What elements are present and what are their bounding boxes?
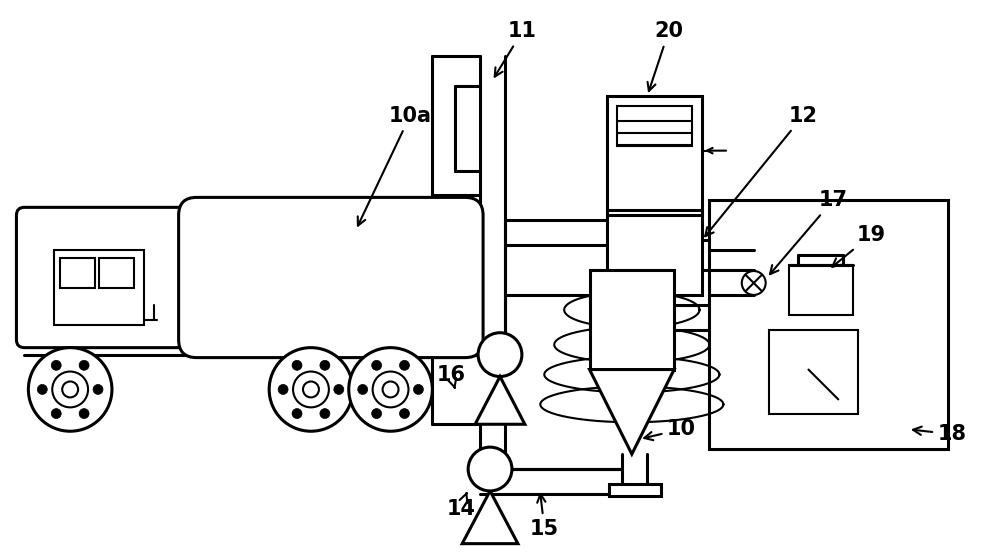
Circle shape — [372, 408, 382, 418]
Bar — [54, 250, 144, 325]
Circle shape — [334, 385, 344, 395]
Circle shape — [358, 385, 368, 395]
Bar — [769, 330, 858, 415]
Circle shape — [37, 385, 47, 395]
Circle shape — [292, 360, 302, 370]
Text: 12: 12 — [705, 106, 818, 236]
Bar — [607, 96, 702, 210]
Circle shape — [742, 271, 766, 295]
Circle shape — [278, 385, 288, 395]
Text: 10a: 10a — [358, 106, 432, 226]
Text: 16: 16 — [436, 365, 465, 388]
Circle shape — [79, 360, 89, 370]
Circle shape — [373, 371, 408, 407]
Bar — [709, 200, 948, 449]
Text: 19: 19 — [832, 225, 885, 267]
Bar — [60, 258, 95, 288]
Polygon shape — [475, 376, 525, 424]
Text: 10: 10 — [644, 419, 696, 440]
Circle shape — [51, 408, 61, 418]
Text: 15: 15 — [530, 494, 559, 539]
Circle shape — [320, 360, 330, 370]
Bar — [590, 270, 674, 370]
Circle shape — [93, 385, 103, 395]
Circle shape — [468, 447, 512, 491]
Text: 11: 11 — [495, 21, 537, 77]
Text: 20: 20 — [648, 21, 683, 91]
Circle shape — [303, 381, 319, 397]
Circle shape — [413, 385, 423, 395]
Circle shape — [62, 381, 78, 397]
Bar — [789, 265, 853, 315]
Bar — [99, 258, 134, 288]
FancyBboxPatch shape — [179, 198, 483, 357]
Circle shape — [400, 408, 409, 418]
Circle shape — [292, 408, 302, 418]
Bar — [609, 484, 661, 496]
Bar — [607, 215, 702, 295]
Circle shape — [320, 408, 330, 418]
Circle shape — [349, 347, 432, 431]
Circle shape — [400, 360, 409, 370]
Circle shape — [383, 381, 399, 397]
Circle shape — [293, 371, 329, 407]
Circle shape — [269, 347, 353, 431]
Polygon shape — [590, 370, 674, 454]
Circle shape — [28, 347, 112, 431]
Circle shape — [372, 360, 382, 370]
Polygon shape — [462, 491, 518, 544]
Circle shape — [79, 408, 89, 418]
Text: 17: 17 — [770, 190, 847, 274]
Text: 18: 18 — [913, 424, 967, 444]
Circle shape — [478, 332, 522, 376]
Circle shape — [52, 371, 88, 407]
Text: 14: 14 — [446, 493, 475, 519]
FancyBboxPatch shape — [16, 208, 187, 347]
Circle shape — [51, 360, 61, 370]
Bar — [617, 106, 692, 145]
